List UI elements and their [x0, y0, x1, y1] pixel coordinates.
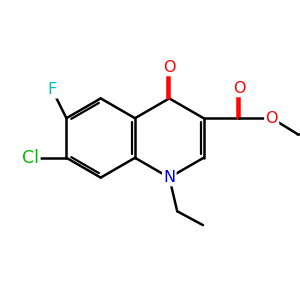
- Text: F: F: [48, 82, 57, 98]
- Text: O: O: [233, 81, 245, 96]
- Text: O: O: [266, 111, 278, 126]
- Text: Cl: Cl: [22, 149, 39, 167]
- Text: O: O: [163, 60, 175, 75]
- Text: N: N: [163, 170, 176, 185]
